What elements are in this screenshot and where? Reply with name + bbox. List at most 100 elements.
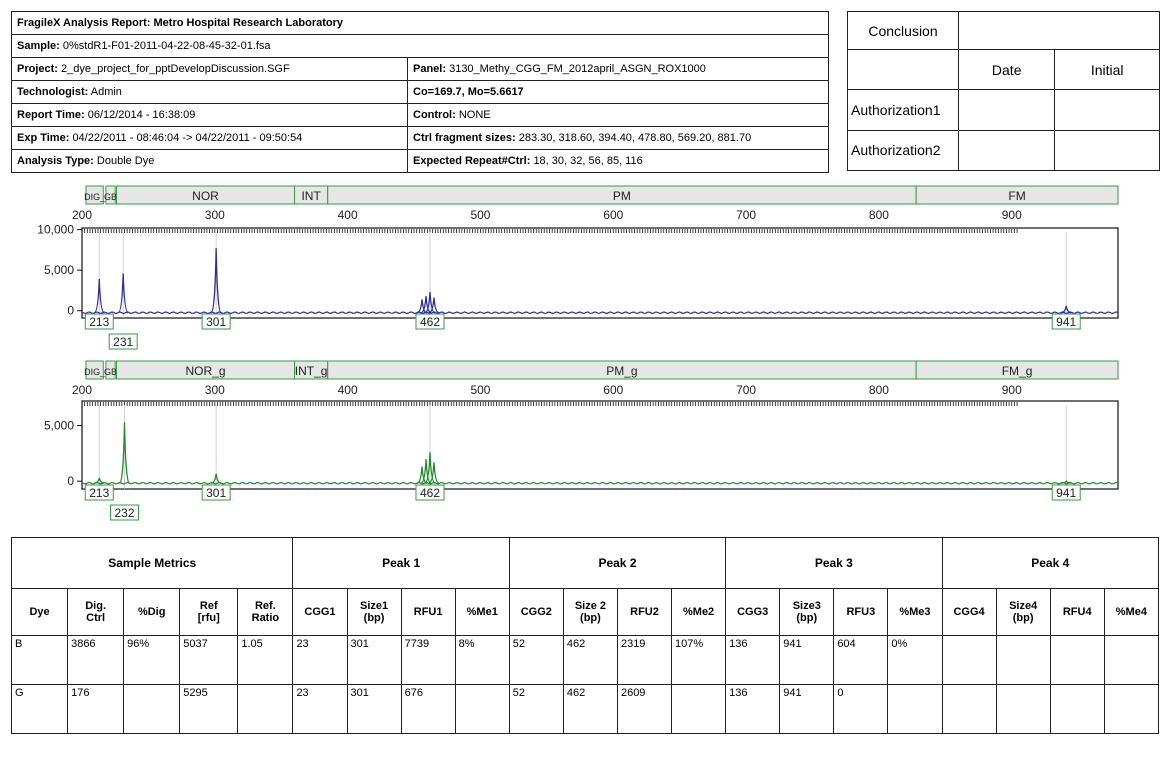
table-cell — [237, 684, 294, 734]
table-cell: 96% — [123, 635, 181, 685]
table-cell: 1.05 — [237, 635, 294, 685]
column-header: Size 2 (bp) — [562, 588, 618, 636]
bin-box — [85, 185, 104, 205]
column-header: RFU3 — [833, 588, 889, 636]
x-tick-label: 400 — [338, 208, 358, 222]
peak-mark — [428, 297, 440, 314]
authorization1-initial-field[interactable] — [1054, 89, 1160, 131]
column-header: Ref. Ratio — [237, 588, 294, 636]
conclusion-field[interactable] — [958, 10, 1160, 51]
baseline-trace — [81, 310, 1119, 315]
bin-label: INT — [301, 189, 321, 203]
peak-mark — [1061, 479, 1072, 484]
bin-label: FM — [1008, 189, 1025, 203]
peak-mark — [93, 279, 105, 314]
peak-label: 462 — [420, 315, 440, 329]
conclusion-blank — [847, 49, 959, 91]
x-tick-label: 400 — [338, 383, 358, 397]
peak-label-box — [201, 313, 231, 330]
y-tick-label: 10,000 — [37, 223, 74, 237]
table-cell — [454, 684, 510, 734]
table-cell: G — [10, 684, 69, 734]
technologist-value: Admin — [90, 86, 122, 98]
exp-time-label: Exp Time: — [17, 132, 70, 144]
peak-label: 462 — [420, 486, 440, 500]
table-cell: 676 — [400, 684, 456, 734]
x-tick-label: 800 — [869, 208, 889, 222]
peak-label: 213 — [89, 315, 109, 329]
bin-box — [915, 360, 1119, 380]
table-cell — [1049, 684, 1105, 734]
table-cell: 52 — [508, 684, 564, 734]
peak-label: 301 — [206, 315, 226, 329]
table-cell: 462 — [562, 635, 618, 685]
table-cell: 462 — [562, 684, 618, 734]
ctrl-frag-value: 283.30, 318.60, 394.40, 478.80, 569.20, … — [518, 132, 752, 144]
peak-label-box — [1051, 313, 1081, 330]
column-header: Size4 (bp) — [995, 588, 1051, 636]
y-tick-label: 0 — [67, 474, 74, 488]
peak-mark — [416, 299, 428, 314]
baseline-trace — [81, 481, 1119, 485]
table-cell: 5295 — [179, 684, 239, 734]
peak-mark — [416, 466, 428, 484]
x-tick-label: 900 — [1002, 383, 1022, 397]
table-cell: 2319 — [616, 635, 673, 685]
x-tick-label: 200 — [72, 208, 92, 222]
table-cell — [671, 684, 727, 734]
table-cell: 0 — [833, 684, 889, 734]
authorization1-label: Authorization1 — [847, 89, 959, 131]
exp-time-value: 04/22/2011 - 08:46:04 -> 04/22/2011 - 09… — [72, 132, 303, 144]
report-time-value: 06/12/2014 - 16:38:09 — [87, 109, 196, 121]
table-cell — [941, 635, 997, 685]
column-header: CGG3 — [725, 588, 781, 636]
peak-mark — [420, 458, 432, 484]
x-tick-label: 300 — [205, 208, 225, 222]
column-header: CGG4 — [941, 588, 997, 636]
peak-mark — [94, 477, 105, 484]
authorization2-initial-field[interactable] — [1054, 129, 1160, 172]
table-cell — [123, 684, 181, 734]
authorization1-date-field[interactable] — [957, 89, 1056, 131]
column-header: CGG1 — [292, 588, 348, 636]
column-header: %Dig — [123, 588, 181, 636]
peak-mark — [424, 452, 436, 484]
analysis-type-cell: Analysis Type: Double Dye — [11, 149, 408, 173]
table-cell: 7739 — [400, 635, 456, 685]
exp-time-cell: Exp Time: 04/22/2011 - 08:46:04 -> 04/22… — [11, 126, 408, 150]
bin-label: DIG_ — [84, 367, 106, 377]
peak-mark — [118, 422, 131, 484]
bin-label: FM_g — [1002, 364, 1033, 378]
table-cell: 8% — [454, 635, 510, 685]
peak-label-box — [84, 313, 114, 330]
column-header: RFU4 — [1049, 588, 1105, 636]
table-cell: 301 — [346, 684, 402, 734]
peak-label: 231 — [113, 335, 133, 349]
peak-label-box — [84, 484, 114, 501]
y-tick-label: 5,000 — [44, 263, 74, 277]
group-peak-4: Peak 4 — [941, 537, 1160, 589]
project-cell: Project: 2_dye_project_for_pptDevelopDis… — [11, 57, 408, 81]
x-tick-label: 600 — [603, 208, 623, 222]
technologist-label: Technologist: — [17, 86, 89, 98]
column-header: RFU1 — [400, 588, 456, 636]
panel-value: 3130_Methy_CGG_FM_2012april_ASGN_ROX1000 — [449, 63, 706, 75]
plot-frame — [81, 227, 1119, 319]
peak-label-box — [415, 484, 445, 501]
authorization2-date-field[interactable] — [957, 129, 1056, 172]
control-label: Control: — [413, 109, 456, 121]
sample-cell: Sample: 0%stdR1-F01-2011-04-22-08-45-32-… — [11, 34, 829, 58]
report-time-label: Report Time: — [17, 109, 85, 121]
control-value: NONE — [458, 109, 491, 121]
peak-label-box — [110, 504, 140, 521]
sample-value: 0%stdR1-F01-2011-04-22-08-45-32-01.fsa — [62, 40, 271, 52]
green-dye-electropherogram: DIG_GB NOR_g INT_g PM_g FM_g 200 300 400 500 600 7… — [44, 360, 1119, 521]
bin-label: DIG_ — [84, 192, 106, 202]
expected-repeat-cell: Expected Repeat#Ctrl: 18, 30, 32, 56, 85… — [407, 149, 829, 173]
y-tick-label: 5,000 — [44, 419, 74, 433]
table-cell — [1103, 684, 1160, 734]
x-tick-label: 900 — [1002, 208, 1022, 222]
panel-label: Panel: — [413, 63, 447, 75]
column-header: Dig. Ctrl — [67, 588, 125, 636]
table-cell: 23 — [292, 635, 348, 685]
